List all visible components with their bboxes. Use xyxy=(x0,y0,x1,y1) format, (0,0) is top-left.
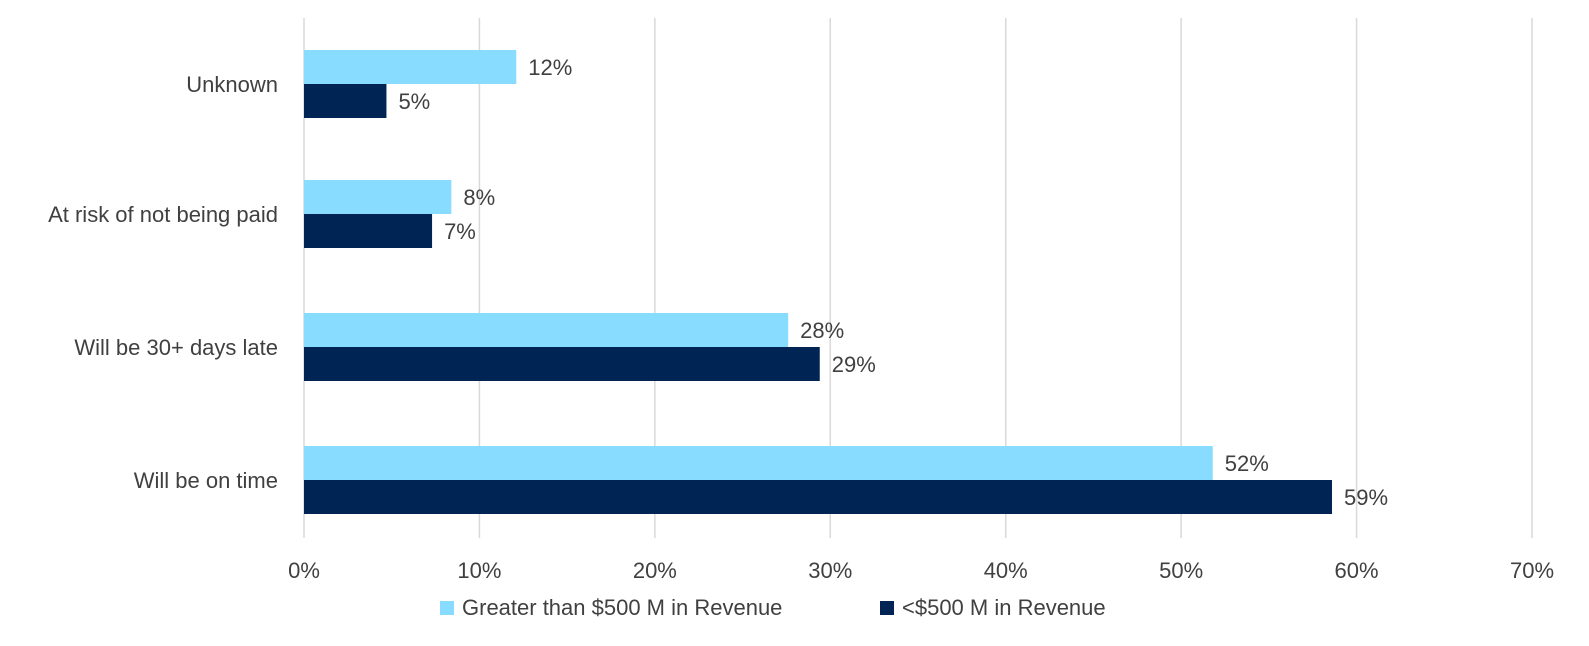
x-tick-label: 60% xyxy=(1335,558,1379,583)
bar xyxy=(304,84,387,118)
bar xyxy=(304,313,789,347)
legend: Greater than $500 M in Revenue <$500 M in… xyxy=(440,595,1106,620)
data-label: 7% xyxy=(444,219,476,244)
x-tick-label: 0% xyxy=(288,558,320,583)
legend-label: <$500 M in Revenue xyxy=(902,595,1106,620)
legend-label: Greater than $500 M in Revenue xyxy=(462,595,782,620)
bars xyxy=(304,50,1333,514)
data-labels: 12% 5% 8% 7% 28% 29% 52% 59% xyxy=(398,55,1388,510)
category-label: Will be 30+ days late xyxy=(74,335,278,360)
x-tick-label: 30% xyxy=(808,558,852,583)
x-tick-label: 20% xyxy=(633,558,677,583)
bar xyxy=(304,446,1213,480)
data-label: 5% xyxy=(398,89,430,114)
bar xyxy=(304,180,452,214)
x-tick-label: 70% xyxy=(1510,558,1554,583)
category-label: Will be on time xyxy=(134,468,278,493)
gridlines xyxy=(303,18,1533,538)
bar xyxy=(304,50,517,84)
bar xyxy=(304,347,820,381)
category-labels: Unknown At risk of not being paid Will be … xyxy=(48,72,278,493)
data-label: 28% xyxy=(800,318,844,343)
x-tick-label: 10% xyxy=(457,558,501,583)
x-axis-tick-labels: 0% 10% 20% 30% 40% 50% 60% 70% xyxy=(288,558,1554,583)
data-label: 52% xyxy=(1225,451,1269,476)
data-label: 12% xyxy=(528,55,572,80)
data-label: 8% xyxy=(463,185,495,210)
x-tick-label: 40% xyxy=(984,558,1028,583)
bar xyxy=(304,214,433,248)
data-label: 29% xyxy=(832,352,876,377)
legend-swatch xyxy=(440,601,454,615)
data-label: 59% xyxy=(1344,485,1388,510)
bar xyxy=(304,480,1333,514)
x-tick-label: 50% xyxy=(1159,558,1203,583)
category-label: Unknown xyxy=(186,72,278,97)
category-label: At risk of not being paid xyxy=(48,202,278,227)
legend-swatch xyxy=(880,601,894,615)
